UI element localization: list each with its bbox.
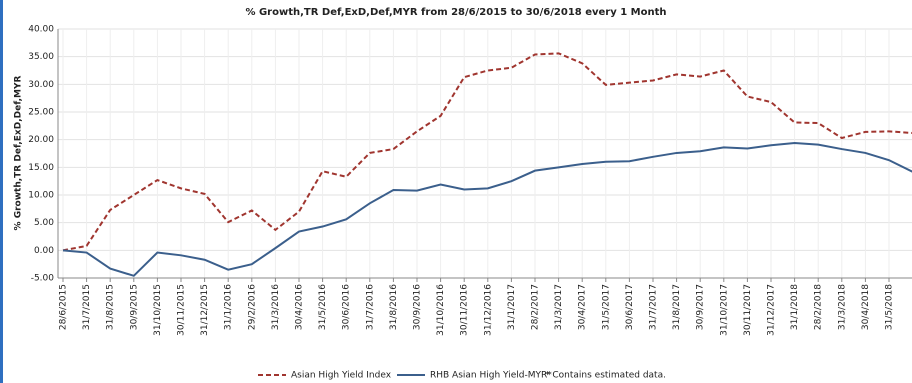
x-tick-label: 31/7/2016 <box>365 284 375 330</box>
x-tick-label: 31/10/2016 <box>436 284 446 336</box>
y-tick-label: -5.00 <box>31 274 55 284</box>
x-tick-label: 31/5/2018 <box>885 284 895 330</box>
x-tick-label: 31/1/2016 <box>224 284 234 330</box>
y-tick-label: 30.00 <box>28 80 54 90</box>
x-tick-label: 30/11/2017 <box>743 284 753 336</box>
x-tick-label: 30/4/2017 <box>578 284 588 330</box>
x-tick-label: 30/6/2016 <box>342 284 352 330</box>
x-tick-label: 31/8/2016 <box>389 284 399 330</box>
x-tick-label: 31/10/2017 <box>719 284 729 336</box>
x-tick-label: 31/7/2017 <box>649 284 659 330</box>
frame-edge <box>0 0 3 383</box>
y-tick-label: 5.00 <box>34 218 54 228</box>
x-tick-label: 31/12/2016 <box>483 284 493 336</box>
y-tick-label: 10.00 <box>28 191 54 201</box>
x-tick-label: 31/5/2017 <box>601 284 611 330</box>
x-tick-label: 29/2/2016 <box>247 284 257 330</box>
x-tick-label: 31/8/2017 <box>672 284 682 330</box>
note: * Contains estimated data. <box>545 371 666 381</box>
x-tick-label: 31/3/2017 <box>554 284 564 330</box>
x-tick-label: 31/3/2016 <box>271 284 281 330</box>
y-tick-label: 35.00 <box>28 52 54 62</box>
y-tick-label: 0.00 <box>34 246 54 256</box>
series-line <box>62 52 912 252</box>
series-line <box>62 141 912 277</box>
y-tick-label: 20.00 <box>28 135 54 145</box>
x-tick-label: 31/1/2018 <box>790 284 800 330</box>
x-tick-label: 31/7/2015 <box>82 284 92 330</box>
x-tick-label: 30/6/2017 <box>625 284 635 330</box>
y-axis-label: % Growth,TR Def,ExD,Def,MYR <box>14 75 24 230</box>
x-tick-label: 31/8/2015 <box>106 284 116 330</box>
y-tick-label: 40.00 <box>28 25 54 35</box>
chart-title: % Growth,TR Def,ExD,Def,MYR from 28/6/20… <box>245 7 666 18</box>
x-tick-label: 30/4/2016 <box>295 284 305 330</box>
x-tick-label: 28/2/2017 <box>531 284 541 330</box>
y-tick-label: 15.00 <box>28 163 54 173</box>
x-tick-label: 31/1/2017 <box>507 284 517 330</box>
x-tick-label: 31/3/2018 <box>837 284 847 330</box>
x-tick-label: 28/2/2018 <box>814 284 824 330</box>
x-tick-label: 30/9/2016 <box>413 284 423 330</box>
x-tick-label: 30/4/2018 <box>861 284 871 330</box>
x-tick-label: 31/12/2017 <box>767 284 777 336</box>
x-tick-label: 31/5/2016 <box>318 284 328 330</box>
y-tick-label: 25.00 <box>28 108 54 118</box>
legend-label: RHB Asian High Yield-MYR* <box>430 371 552 381</box>
x-tick-label: 30/9/2017 <box>696 284 706 330</box>
x-tick-label: 31/10/2015 <box>153 284 163 336</box>
x-tick-label: 30/9/2015 <box>129 284 139 330</box>
x-tick-label: 31/12/2015 <box>200 284 210 336</box>
x-tick-label: 28/6/2015 <box>59 284 69 330</box>
x-tick-label: 30/11/2015 <box>177 284 187 336</box>
legend-label: Asian High Yield Index <box>291 371 392 381</box>
x-tick-label: 30/11/2016 <box>460 284 470 336</box>
